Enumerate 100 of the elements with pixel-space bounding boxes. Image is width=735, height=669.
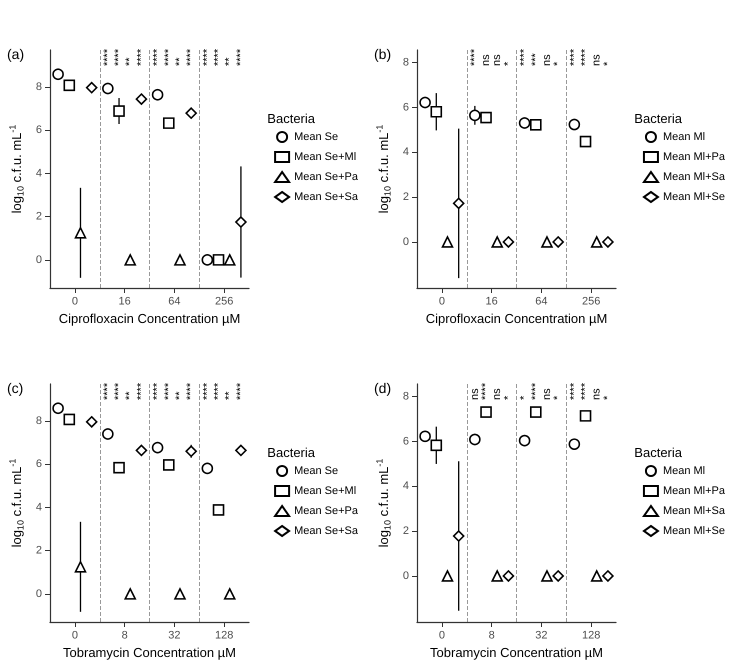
- legend-label: Mean Se+Sa: [294, 191, 359, 203]
- x-tick-label: 128: [214, 630, 234, 642]
- legend-label: Mean Ml: [662, 465, 706, 477]
- x-tick-label: 64: [168, 296, 181, 308]
- y-tick-label: 0: [402, 236, 410, 248]
- y-tick-label: 6: [36, 458, 42, 470]
- x-tick-label: 0: [72, 296, 78, 308]
- annotation: **: [174, 390, 186, 400]
- legend-label: Mean Se+Ml: [294, 151, 356, 163]
- y-axis-title: log10 c.f.u. mL-1: [374, 458, 392, 548]
- annotation: ****: [113, 382, 126, 400]
- y-tick-label: 2: [402, 191, 410, 204]
- x-tick-label: 8: [488, 630, 495, 642]
- annotation: ****: [102, 48, 114, 66]
- annotation: ****: [518, 48, 531, 66]
- annotation: **: [224, 56, 236, 66]
- legend-label: Mean Se: [294, 465, 338, 477]
- annotation: ****: [568, 382, 580, 400]
- y-axis-title: log10 c.f.u. mL-1: [8, 458, 26, 548]
- legend-title: Bacteria: [634, 111, 683, 126]
- x-tick-label: 32: [168, 630, 181, 642]
- annotation: ns: [540, 388, 553, 400]
- annotation: *: [602, 61, 614, 66]
- y-tick-label: 2: [402, 525, 410, 538]
- annotation: ****: [580, 48, 592, 66]
- x-tick-label: 128: [582, 630, 600, 642]
- x-tick-label: 64: [535, 296, 548, 308]
- annotation: ****: [580, 382, 592, 400]
- legend-title: Bacteria: [267, 111, 316, 126]
- legend-label: Mean Se+Ml: [294, 485, 356, 497]
- chart-title: (a): [7, 46, 24, 62]
- annotation: *: [552, 61, 564, 66]
- legend-label: Mean Se: [294, 131, 338, 143]
- annotation: ns: [590, 54, 603, 66]
- legend-label: Mean Ml+Sa: [662, 171, 726, 183]
- y-tick-label: 8: [402, 390, 410, 402]
- y-axis-title: log10 c.f.u. mL-1: [8, 124, 26, 214]
- x-tick-label: 0: [438, 296, 445, 308]
- y-tick-label: 6: [402, 101, 410, 114]
- legend-label: Mean Se+Sa: [294, 525, 359, 537]
- annotation: ****: [480, 382, 492, 400]
- chart-title: (c): [7, 380, 24, 396]
- annotation: ****: [201, 382, 214, 400]
- legend-label: Mean Ml+Pa: [662, 485, 726, 497]
- y-tick-label: 4: [36, 501, 42, 514]
- x-tick-label: 256: [582, 296, 600, 308]
- annotation: *: [518, 395, 531, 400]
- x-axis-title: Tobramycin Concentration µM: [430, 645, 603, 660]
- annotation: **: [124, 390, 136, 400]
- annotation: ns: [540, 54, 553, 66]
- legend-label: Mean Ml: [662, 131, 706, 143]
- annotation: ****: [135, 48, 148, 66]
- annotation: ns: [590, 388, 603, 400]
- annotation: ns: [491, 54, 504, 66]
- x-tick-label: 16: [118, 296, 131, 308]
- annotation: ns: [468, 388, 481, 400]
- y-tick-label: 8: [36, 80, 42, 93]
- annotation: **: [124, 56, 136, 66]
- annotation: ****: [162, 48, 175, 66]
- y-tick-label: 0: [36, 254, 42, 266]
- annotation: ****: [468, 48, 481, 66]
- y-tick-label: 8: [36, 414, 42, 427]
- x-axis-title: Tobramycin Concentration µM: [63, 645, 236, 660]
- annotation: ****: [234, 382, 247, 400]
- y-tick-label: 8: [402, 56, 410, 68]
- annotation: *: [502, 395, 514, 400]
- annotation: ****: [162, 382, 175, 400]
- chart-title: (d): [374, 380, 392, 396]
- annotation: ****: [234, 48, 247, 66]
- annotation: ****: [185, 382, 198, 400]
- legend-title: Bacteria: [634, 445, 683, 460]
- y-tick-label: 4: [402, 480, 410, 492]
- annotation: *: [502, 61, 514, 66]
- x-axis-title: Ciprofloxacin Concentration µM: [426, 311, 608, 326]
- annotation: ns: [491, 388, 504, 400]
- legend-label: Mean Ml+Se: [662, 191, 726, 203]
- x-axis-title: Ciprofloxacin Concentration µM: [58, 311, 240, 326]
- legend-label: Mean Ml+Pa: [662, 151, 726, 163]
- x-tick-label: 8: [122, 630, 128, 642]
- annotation: ****: [152, 48, 164, 66]
- annotation: ****: [102, 382, 114, 400]
- x-tick-label: 0: [438, 630, 445, 642]
- y-tick-label: 0: [36, 588, 42, 600]
- annotation: **: [224, 390, 236, 400]
- y-tick-label: 2: [36, 210, 42, 223]
- annotation: ****: [113, 48, 126, 66]
- y-tick-label: 4: [36, 167, 42, 180]
- annotation: ****: [152, 382, 164, 400]
- y-tick-label: 2: [36, 544, 42, 557]
- x-tick-label: 32: [535, 630, 548, 642]
- legend-title: Bacteria: [267, 445, 316, 460]
- legend-label: Mean Ml+Se: [662, 525, 726, 537]
- annotation: ****: [212, 382, 225, 400]
- annotation: *: [552, 395, 564, 400]
- annotation: ****: [568, 48, 580, 66]
- y-tick-label: 6: [402, 435, 410, 448]
- annotation: ns: [480, 54, 492, 66]
- x-tick-label: 16: [486, 296, 498, 308]
- annotation: ***: [530, 52, 542, 66]
- annotation: ****: [185, 48, 198, 66]
